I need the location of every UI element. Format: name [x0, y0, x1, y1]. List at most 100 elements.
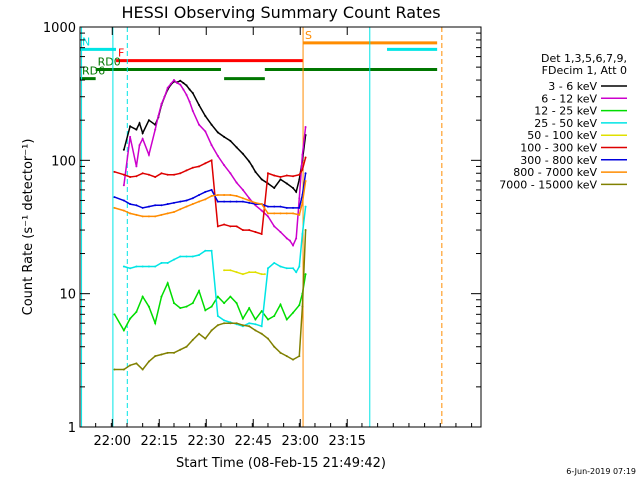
series-2-point-16 — [216, 295, 219, 298]
series-0-point-17 — [188, 88, 191, 91]
date-stamp: 6-Jun-2019 07:19 — [566, 467, 636, 476]
series-7-point-2 — [129, 212, 132, 215]
series-5-point-2 — [129, 175, 132, 178]
series-2-point-20 — [241, 317, 244, 320]
x-tick-label-2: 22:30 — [188, 434, 225, 449]
series-1-point-26 — [241, 188, 244, 191]
series-5-point-1 — [122, 173, 125, 176]
series-6-point-6 — [154, 204, 157, 207]
y-tick-label-2: 100 — [51, 154, 76, 169]
series-8-point-8 — [166, 351, 169, 354]
series-2-point-10 — [179, 307, 182, 310]
series-2-point-12 — [191, 302, 194, 305]
series-line-4 — [224, 269, 265, 275]
series-6-point-31 — [304, 172, 307, 175]
x-tick-label-4: 23:00 — [282, 434, 319, 449]
series-8-point-19 — [235, 322, 238, 325]
series-7-point-23 — [260, 203, 263, 206]
series-6-point-10 — [179, 200, 182, 203]
series-6-point-14 — [204, 190, 207, 193]
series-6-point-29 — [298, 206, 301, 209]
series-3-point-5 — [154, 265, 157, 268]
series-6-point-25 — [273, 205, 276, 208]
series-5-point-25 — [273, 174, 276, 177]
series-8-point-25 — [273, 345, 276, 348]
series-8-point-18 — [229, 322, 232, 325]
series-1-point-15 — [182, 88, 185, 91]
series-5-point-31 — [304, 156, 307, 159]
legend-label-6: 300 - 800 keV — [520, 154, 597, 167]
series-0-point-15 — [182, 82, 185, 85]
series-6-point-7 — [160, 204, 163, 207]
series-8-point-28 — [292, 358, 295, 361]
series-6-point-4 — [141, 206, 144, 209]
x-tick-label-3: 22:45 — [235, 434, 272, 449]
series-7-point-6 — [154, 215, 157, 218]
series-8-point-13 — [198, 332, 201, 335]
series-8-point-22 — [254, 329, 257, 332]
series-5-point-17 — [223, 223, 226, 226]
series-0-point-22 — [216, 131, 219, 134]
series-1-point-14 — [179, 83, 182, 86]
series-1-point-30 — [266, 215, 269, 218]
series-0-point-23 — [223, 135, 226, 138]
legend-label-2: 12 - 25 keV — [534, 105, 597, 118]
series-5-point-10 — [179, 172, 182, 175]
series-7-point-17 — [223, 193, 226, 196]
series-8-point-5 — [147, 360, 150, 363]
series-5-point-28 — [292, 175, 295, 178]
x-axis-label: Start Time (08-Feb-15 21:49:42) — [176, 456, 386, 471]
series-8-point-17 — [223, 322, 226, 325]
y-axis-label: Count Rate (s⁻¹ detector⁻¹) — [21, 139, 36, 316]
series-0-point-24 — [229, 139, 232, 142]
series-5-point-8 — [166, 173, 169, 176]
series-2-point-0 — [113, 313, 116, 316]
series-1-point-32 — [279, 231, 282, 234]
series-6-point-21 — [248, 201, 251, 204]
series-line-7 — [114, 180, 307, 218]
series-8-point-16 — [216, 324, 219, 327]
series-1-point-20 — [204, 130, 207, 133]
series-2-point-25 — [273, 314, 276, 317]
series-8-point-15 — [210, 329, 213, 332]
series-line-6 — [114, 173, 307, 209]
series-8-point-30 — [301, 305, 304, 308]
series-3-point-13 — [204, 249, 207, 252]
series-3-point-12 — [198, 253, 201, 256]
series-7-point-26 — [279, 212, 282, 215]
series-3-point-0 — [122, 265, 125, 268]
x-tick-label-1: 22:15 — [141, 434, 178, 449]
series-7-point-31 — [304, 179, 307, 182]
series-1-point-23 — [223, 164, 226, 167]
series-8-point-29 — [298, 355, 301, 358]
series-3-point-31 — [304, 205, 307, 208]
series-8-point-3 — [135, 362, 138, 365]
series-6-point-27 — [285, 206, 288, 209]
series-2-point-4 — [141, 295, 144, 298]
legend-label-4: 50 - 100 keV — [527, 129, 597, 142]
series-0-point-25 — [235, 146, 238, 149]
series-5-point-15 — [210, 159, 213, 162]
series-8-point-0 — [113, 368, 116, 371]
series-0-point-16 — [185, 84, 188, 87]
series-0-point-2 — [135, 128, 138, 131]
flag-label-S: S — [305, 29, 312, 42]
plot-frame — [79, 26, 482, 428]
series-1-point-37 — [298, 197, 301, 200]
chart-title: HESSI Observing Summary Count Rates — [121, 3, 440, 22]
series-8-point-4 — [141, 368, 144, 371]
legend: Det 1,3,5,6,7,9,FDecim 1, Att 0 3 - 6 keV… — [499, 52, 627, 191]
legend-label-8: 7000 - 15000 keV — [499, 178, 597, 191]
series-6-point-8 — [166, 203, 169, 206]
series-5-point-30 — [301, 168, 304, 171]
series-1-point-13 — [176, 82, 179, 85]
series-2-point-5 — [147, 305, 150, 308]
series-8-point-9 — [172, 351, 175, 354]
legend-label-7: 800 - 7000 keV — [513, 166, 597, 179]
series-0-point-1 — [129, 125, 132, 128]
series-1-point-4 — [141, 137, 144, 140]
series-0-point-19 — [198, 104, 201, 107]
series-7-point-28 — [292, 212, 295, 215]
series-4-point-6 — [260, 273, 263, 276]
